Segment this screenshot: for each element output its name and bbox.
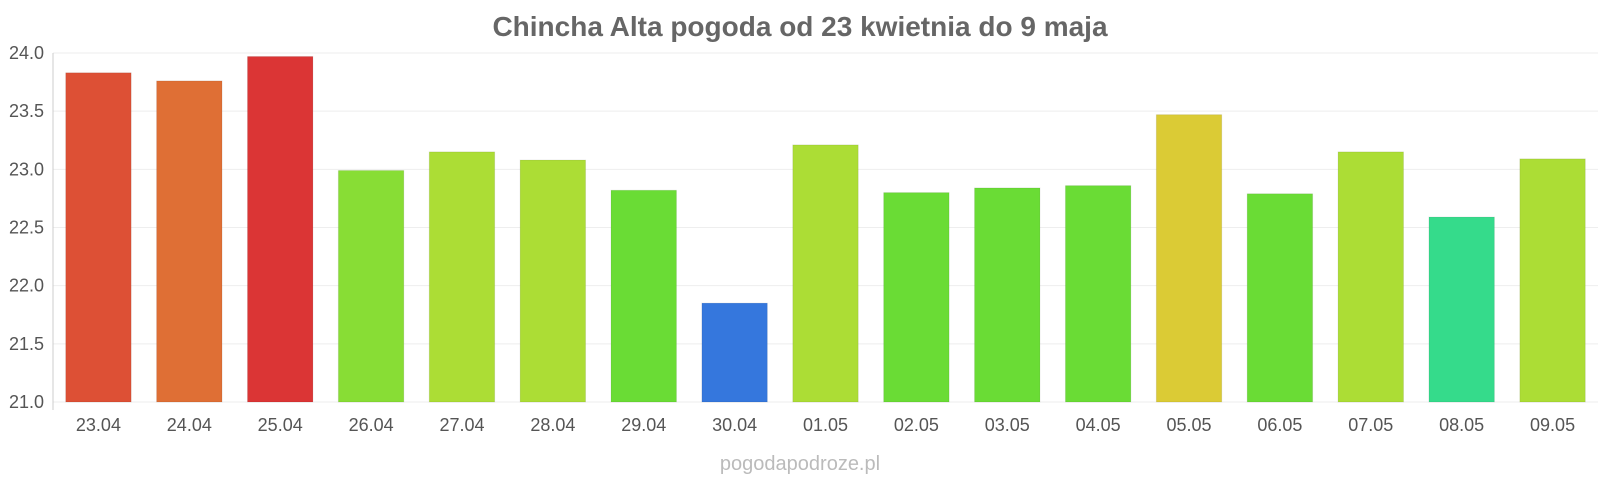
- x-tick-label: 25.04: [258, 415, 303, 435]
- bar-03.05: [974, 187, 1041, 403]
- y-tick-label: 23.0: [9, 159, 44, 179]
- y-tick-label: 22.5: [9, 218, 44, 238]
- bar-08.05: [1428, 216, 1495, 403]
- bar-25.04: [246, 55, 314, 403]
- x-tick-label: 02.05: [894, 415, 939, 435]
- x-tick-label: 27.04: [439, 415, 484, 435]
- y-tick-label: 22.0: [9, 276, 44, 296]
- bar-24.04: [156, 80, 223, 403]
- bar-23.04: [65, 72, 132, 403]
- bar-28.04: [519, 159, 587, 403]
- x-tick-label: 04.05: [1076, 415, 1121, 435]
- x-tick-label: 26.04: [349, 415, 394, 435]
- y-tick-label: 21.5: [9, 334, 44, 354]
- x-tick-label: 23.04: [76, 415, 121, 435]
- x-tick-label: 24.04: [167, 415, 212, 435]
- x-tick-label: 09.05: [1530, 415, 1575, 435]
- x-tick-label: 03.05: [985, 415, 1030, 435]
- watermark: pogodapodroze.pl: [720, 453, 880, 475]
- bar-26.04: [337, 169, 405, 403]
- bar-06.05: [1246, 193, 1314, 403]
- y-axis: 21.0 21.5 22.0 22.5 23.0 23.5 24.0: [9, 43, 54, 412]
- x-tick-label: 07.05: [1348, 415, 1393, 435]
- bar-30.04: [701, 302, 768, 403]
- x-tick-label: 30.04: [712, 415, 757, 435]
- x-tick-label: 06.05: [1257, 415, 1302, 435]
- x-tick-label: 29.04: [621, 415, 666, 435]
- bar-04.05: [1064, 185, 1132, 403]
- bar-05.05: [1155, 114, 1223, 403]
- y-tick-label: 21.0: [9, 392, 44, 412]
- bar-09.05: [1519, 158, 1586, 403]
- bar-02.05: [883, 192, 950, 403]
- x-tick-label: 28.04: [530, 415, 575, 435]
- y-tick-label: 24.0: [9, 43, 44, 63]
- x-tick-label: 08.05: [1439, 415, 1484, 435]
- bar-27.04: [428, 151, 496, 403]
- bar-29.04: [610, 189, 677, 403]
- x-tick-label: 05.05: [1167, 415, 1212, 435]
- y-tick-label: 23.5: [9, 101, 44, 121]
- x-axis: 23.04 24.04 25.04 26.04 27.04 28.04 29.04 30.04…: [76, 415, 1575, 435]
- bar-01.05: [792, 144, 859, 403]
- chart-title: Chincha Alta pogoda od 23 kwietnia do 9 …: [492, 11, 1107, 42]
- bars: [65, 55, 1586, 403]
- x-tick-label: 01.05: [803, 415, 848, 435]
- bar-07.05: [1337, 151, 1405, 403]
